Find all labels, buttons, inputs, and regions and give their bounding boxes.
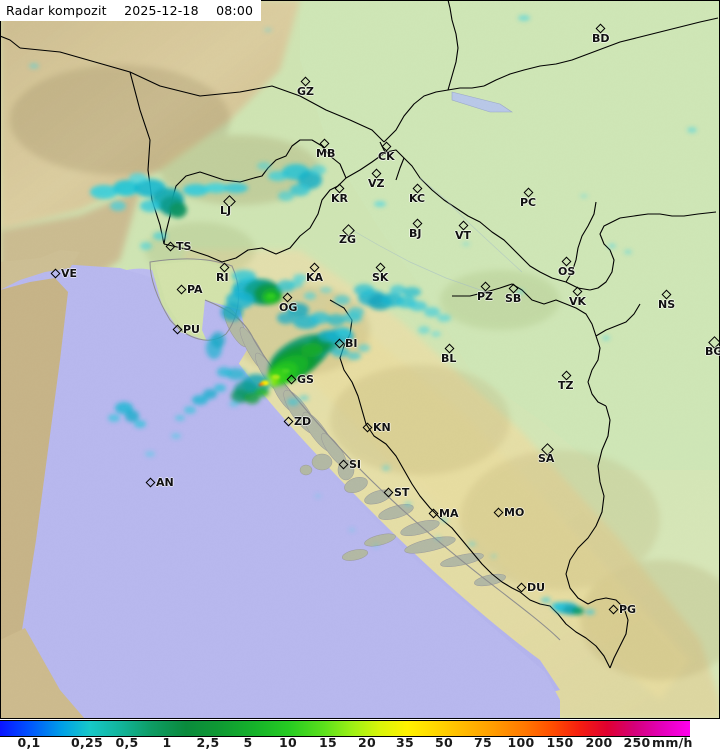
legend-tick-15: 250 bbox=[623, 735, 651, 750]
texture-grain bbox=[0, 0, 720, 719]
city-label-gs: GS bbox=[297, 373, 314, 386]
city-label-sb: SB bbox=[505, 292, 522, 305]
city-label-tz: TZ bbox=[558, 379, 574, 392]
legend-tick-8: 20 bbox=[358, 735, 376, 750]
city-label-bl: BL bbox=[441, 352, 457, 365]
city-label-pa: PA bbox=[187, 283, 203, 296]
city-label-ck: CK bbox=[378, 150, 395, 163]
city-label-mb: MB bbox=[316, 147, 336, 160]
city-label-bi: BI bbox=[345, 337, 358, 350]
city-label-ts: TS bbox=[176, 240, 192, 253]
city-label-kn: KN bbox=[373, 421, 391, 434]
legend-tick-11: 75 bbox=[474, 735, 492, 750]
radar-map[interactable]: Radar kompozit 2025-12-18 08:00 BD GZ MB CK… bbox=[0, 0, 720, 719]
legend-tick-14: 200 bbox=[585, 735, 613, 750]
legend-tick-2: 0,5 bbox=[115, 735, 139, 750]
city-label-os: OS bbox=[558, 265, 576, 278]
city-label-ns: NS bbox=[658, 298, 676, 311]
city-label-ma: MA bbox=[439, 507, 459, 520]
legend-unit-label: mm/h bbox=[652, 735, 693, 750]
city-label-zd: ZD bbox=[294, 415, 312, 428]
map-title-bar: Radar kompozit 2025-12-18 08:00 bbox=[0, 0, 262, 21]
legend-tick-13: 150 bbox=[546, 735, 574, 750]
city-label-kc: KC bbox=[409, 192, 426, 205]
city-label-bg: BG bbox=[705, 345, 720, 358]
city-label-pz: PZ bbox=[477, 290, 494, 303]
title-date: 2025-12-18 bbox=[124, 3, 199, 18]
city-label-ka: KA bbox=[306, 271, 324, 284]
city-label-ve: VE bbox=[61, 267, 78, 280]
city-label-zg: ZG bbox=[339, 233, 357, 246]
city-label-vk: VK bbox=[569, 295, 587, 308]
legend-tick-12: 100 bbox=[507, 735, 535, 750]
city-label-st: ST bbox=[394, 486, 410, 499]
city-label-vz: VZ bbox=[368, 177, 385, 190]
city-label-bj: BJ bbox=[409, 227, 422, 240]
city-label-og: OG bbox=[279, 301, 298, 314]
city-label-kr: KR bbox=[331, 192, 348, 205]
city-label-du: DU bbox=[527, 581, 546, 594]
legend-tick-4: 2,5 bbox=[196, 735, 220, 750]
city-label-sk: SK bbox=[372, 271, 389, 284]
legend-tick-10: 50 bbox=[435, 735, 453, 750]
city-label-gz: GZ bbox=[297, 85, 315, 98]
legend-tick-5: 5 bbox=[243, 735, 253, 750]
city-label-bd: BD bbox=[592, 32, 610, 45]
city-label-pu: PU bbox=[183, 323, 200, 336]
legend-color-bar bbox=[0, 720, 690, 737]
legend-tick-9: 35 bbox=[396, 735, 414, 750]
legend-tick-7: 15 bbox=[319, 735, 337, 750]
map-canvas bbox=[0, 0, 720, 719]
title-time: 08:00 bbox=[216, 3, 254, 18]
city-label-pg: PG bbox=[619, 603, 637, 616]
legend-tick-3: 1 bbox=[162, 735, 172, 750]
city-label-sa: SA bbox=[538, 452, 555, 465]
legend-tick-labels: 0,1 0,25 0,5 1 2,5 5 10 15 20 35 50 75 100 150 200 250 m… bbox=[0, 736, 720, 751]
title-product: Radar kompozit bbox=[6, 3, 107, 18]
city-label-si: SI bbox=[349, 458, 362, 471]
legend-tick-6: 10 bbox=[279, 735, 297, 750]
legend-tick-0: 0,1 bbox=[17, 735, 41, 750]
city-label-vt: VT bbox=[455, 229, 472, 242]
city-label-mo: MO bbox=[504, 506, 525, 519]
city-label-an: AN bbox=[156, 476, 174, 489]
city-label-lj: LJ bbox=[220, 204, 232, 217]
city-label-ri: RI bbox=[216, 271, 229, 284]
city-label-pc: PC bbox=[520, 196, 537, 209]
legend-tick-1: 0,25 bbox=[70, 735, 104, 750]
legend-panel: 0,1 0,25 0,5 1 2,5 5 10 15 20 35 50 75 100 150 200 250 m… bbox=[0, 719, 720, 751]
